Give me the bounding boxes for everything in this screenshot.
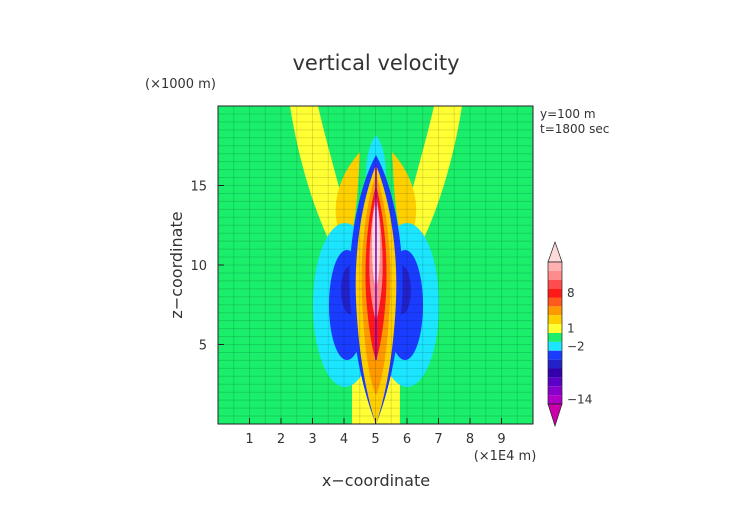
y-tick-label: 10 xyxy=(190,259,207,274)
annotation-y: y=100 m xyxy=(540,107,596,121)
contour-field xyxy=(218,106,533,424)
x-tick-labels: 1 2 3 4 5 6 7 8 9 xyxy=(245,418,506,447)
colorbar-tick-label: −2 xyxy=(567,339,585,353)
colorbar-band xyxy=(548,359,562,369)
colorbar-min-arrow xyxy=(547,403,563,428)
colorbar-band xyxy=(548,306,562,316)
x-tick-label: 6 xyxy=(403,432,411,447)
colorbar-tick-label: 1 xyxy=(567,322,575,336)
colorbar-band xyxy=(548,270,562,280)
x-tick-label: 7 xyxy=(434,432,442,447)
colorbar-band xyxy=(548,333,562,342)
x-tick-label: 9 xyxy=(497,432,505,447)
colorbar-band xyxy=(548,341,562,351)
x-tick-label: 4 xyxy=(340,432,348,447)
colorbar xyxy=(547,240,563,428)
y-axis-label: z−coordinate xyxy=(167,211,186,318)
colorbar-band xyxy=(548,395,562,404)
x-tick-label: 3 xyxy=(308,432,316,447)
colorbar-band xyxy=(548,315,562,325)
colorbar-tick-label: −14 xyxy=(567,393,592,407)
colorbar-band xyxy=(548,297,562,307)
y-tick-label: 5 xyxy=(199,339,207,354)
colorbar-band xyxy=(548,279,562,289)
colorbar-band xyxy=(548,324,562,333)
x-tick-label: 1 xyxy=(245,432,253,447)
x-tick-label: 8 xyxy=(466,432,474,447)
x-tick-label: 2 xyxy=(277,432,285,447)
x-unit-label: (×1E4 m) xyxy=(474,449,537,464)
x-tick-label: 5 xyxy=(371,432,379,447)
chart-title: vertical velocity xyxy=(292,51,459,75)
colorbar-band xyxy=(548,377,562,387)
colorbar-max-arrow xyxy=(547,240,563,263)
colorbar-frame xyxy=(547,261,563,405)
y-tick-labels: 5 10 15 xyxy=(190,180,224,354)
colorbar-band xyxy=(548,350,562,360)
y-tick-label: 15 xyxy=(190,180,207,195)
colorbar-tick-label: 8 xyxy=(567,286,575,300)
annotation-t: t=1800 sec xyxy=(540,122,609,136)
colorbar-tick-labels: 8 1 −2 −14 xyxy=(567,286,592,407)
colorbar-band xyxy=(548,368,562,378)
colorbar-band xyxy=(548,288,562,298)
colorbar-band xyxy=(548,262,562,271)
x-axis-label: x−coordinate xyxy=(322,471,430,490)
colorbar-band xyxy=(548,386,562,396)
y-unit-label: (×1000 m) xyxy=(145,77,216,92)
grid xyxy=(218,106,533,424)
